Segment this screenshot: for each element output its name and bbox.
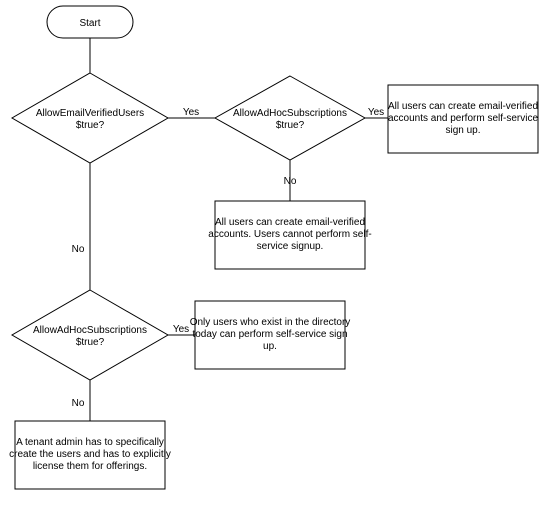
allow-email-line2: $true? [76, 120, 105, 131]
out-emailonly-l3: service signup. [257, 241, 324, 252]
label-email-yes: Yes [183, 107, 199, 118]
node-out-both: All users can create email-verified acco… [388, 85, 539, 153]
out-existing-l2: today can perform self-service sign [192, 329, 347, 340]
out-both-l1: All users can create email-verified [388, 101, 538, 112]
allow-adhoc1-line2: $true? [276, 120, 305, 131]
start-label: Start [79, 18, 100, 29]
allow-email-line1: AllowEmailVerifiedUsers [36, 108, 144, 119]
out-none-l1: A tenant admin has to specifically [16, 437, 164, 448]
out-emailonly-l2: accounts. Users cannot perform self- [208, 229, 371, 240]
out-existing-l1: Only users who exist in the directory [190, 317, 351, 328]
node-allow-adhoc-2: AllowAdHocSubscriptions $true? [12, 290, 168, 380]
node-start: Start [47, 6, 133, 38]
allow-adhoc2-line1: AllowAdHocSubscriptions [33, 325, 147, 336]
node-out-email-only: All users can create email-verified acco… [208, 201, 371, 269]
label-email-no: No [72, 244, 85, 255]
allow-adhoc2-line2: $true? [76, 337, 105, 348]
label-adhoc2-no: No [72, 398, 85, 409]
out-existing-l3: up. [263, 341, 277, 352]
out-none-l2: create the users and has to explicitly [9, 449, 171, 460]
node-out-existing: Only users who exist in the directory to… [190, 301, 351, 369]
node-out-none: A tenant admin has to specifically creat… [9, 421, 171, 489]
node-allow-email: AllowEmailVerifiedUsers $true? [12, 73, 168, 163]
out-both-l2: accounts and perform self-service [388, 113, 539, 124]
out-none-l3: license them for offerings. [33, 461, 147, 472]
allow-adhoc1-line1: AllowAdHocSubscriptions [233, 108, 347, 119]
out-both-l3: sign up. [445, 125, 480, 136]
label-adhoc1-yes: Yes [368, 107, 384, 118]
label-adhoc2-yes: Yes [173, 324, 189, 335]
out-emailonly-l1: All users can create email-verified [215, 217, 365, 228]
label-adhoc1-no: No [284, 176, 297, 187]
node-allow-adhoc-1: AllowAdHocSubscriptions $true? [215, 76, 365, 160]
